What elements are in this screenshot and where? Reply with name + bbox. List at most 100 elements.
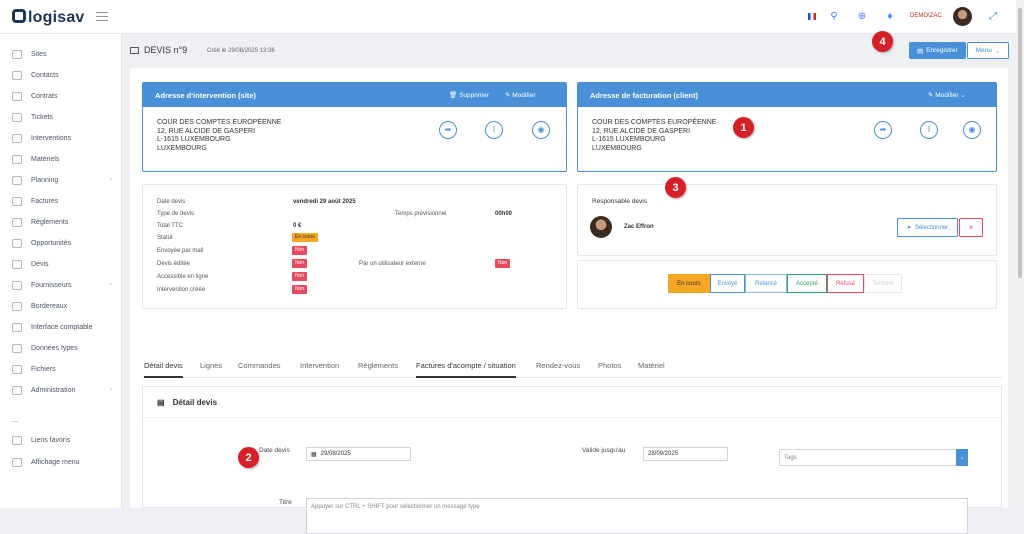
sidebar-item-interface-comptable[interactable]: Interface comptable	[12, 321, 112, 333]
tab-materiel[interactable]: Matériel	[638, 361, 665, 370]
share-icon[interactable]: ➦	[439, 121, 457, 139]
logo[interactable]: logisav	[12, 9, 85, 27]
save-icon: ▤	[917, 47, 924, 55]
bell-icon[interactable]: ♦	[887, 11, 893, 22]
status-accepte-button[interactable]: Accepté	[787, 274, 827, 293]
edit-address-button[interactable]: ✎ Modifier	[505, 92, 536, 99]
sidebar-item-bordereaux[interactable]: Bordereaux	[12, 300, 112, 312]
tab-factures-acompte[interactable]: Factures d'acompte / situation	[416, 361, 516, 378]
sidebar-item-fournisseurs[interactable]: Fournisseurs ›	[12, 279, 112, 291]
annotation-marker-3: 3	[665, 177, 686, 198]
location-pin-icon[interactable]: ◉	[963, 121, 981, 139]
tags-dropdown-icon[interactable]: ⌄	[956, 449, 968, 466]
annotation-marker-2: 2	[238, 447, 259, 468]
annotation-marker-1: 1	[733, 117, 754, 138]
total-label: Total TTC	[157, 223, 183, 229]
user-label[interactable]: DEMO\ZAC	[910, 13, 942, 19]
user-avatar[interactable]	[953, 7, 972, 26]
save-button[interactable]: ▤ Enregistrer	[909, 42, 966, 59]
menu-button[interactable]: Menu ⌄	[967, 42, 1009, 59]
admin-icon	[12, 385, 22, 395]
tab-lignes[interactable]: Lignes	[200, 361, 223, 370]
french-flag-icon[interactable]	[808, 13, 816, 20]
invoice-icon	[12, 196, 22, 206]
titre-textarea[interactable]: Appuyer sur CTRL + SHIFT pour sélectionn…	[306, 498, 968, 534]
tab-rendez-vous[interactable]: Rendez-vous	[536, 361, 581, 370]
sidebar-item-planning[interactable]: Planning ›	[12, 174, 112, 186]
sidebar-item-display-menu[interactable]: Affichage menu	[12, 456, 112, 468]
tab-commandes[interactable]: Commandes	[238, 361, 281, 370]
ticket-icon	[12, 112, 22, 122]
external-badge: Non	[495, 259, 511, 268]
status-label: Statut	[157, 235, 173, 241]
status-envoye-button[interactable]: Envoyé	[710, 274, 745, 293]
sidebar-item-devis[interactable]: Devis	[12, 258, 112, 270]
sidebar-more[interactable]: ...	[12, 416, 18, 424]
sidebar-item-sites[interactable]: Sites	[12, 48, 112, 60]
status-badge: En cours	[292, 233, 318, 242]
remove-responsible-button[interactable]: ×	[959, 218, 983, 237]
site-icon	[12, 49, 22, 59]
status-refuse-button[interactable]: Refusé	[827, 274, 864, 293]
content: Adresse d'intervention (site) 🗑 Supprime…	[130, 68, 1008, 534]
date-devis-input[interactable]: ▦ 29/08/2025	[306, 447, 411, 461]
chevron-down-icon: ⌄	[994, 47, 1001, 55]
mail-label: Envoyée par mail	[157, 248, 204, 254]
tab-photos[interactable]: Photos	[598, 361, 622, 370]
document-icon: ▤	[157, 397, 165, 407]
date-devis-label: Date devis	[259, 447, 290, 454]
sidebar-item-favorites[interactable]: Liens favoris	[12, 434, 112, 446]
tags-select[interactable]: Tags	[779, 449, 968, 466]
billing-address-header: Adresse de facturation (client) ✎ Modifi…	[578, 83, 996, 107]
sidebar-item-contacts[interactable]: Contacts	[12, 69, 112, 81]
hamburger-menu-icon[interactable]	[96, 12, 108, 24]
sidebar-item-interventions[interactable]: Interventions	[12, 132, 112, 144]
scrollbar[interactable]	[1016, 0, 1024, 508]
billing-edit-button[interactable]: ✎ Modifier ⌄	[928, 92, 966, 99]
sidebar-item-opportunites[interactable]: Opportunités	[12, 237, 112, 249]
intervention-badge: Non	[292, 285, 308, 294]
delete-address-button[interactable]: 🗑 Supprimer	[449, 92, 490, 99]
share-icon[interactable]: ➦	[874, 121, 892, 139]
top-bar: logisav ⚲ ⊕ ♦ DEMO\ZAC ⤢	[0, 0, 1016, 34]
logo-icon	[12, 9, 26, 23]
slip-icon	[12, 301, 22, 311]
sidebar-item-administration[interactable]: Administration ›	[12, 384, 112, 396]
tab-intervention[interactable]: Intervention	[300, 361, 340, 370]
folder-icon	[130, 47, 139, 54]
sidebar-item-materiels[interactable]: Matériels	[12, 153, 112, 165]
expand-icon[interactable]: ⤢	[989, 11, 997, 22]
status-buttons-card: En cours Envoyé Relancé Accepté Refusé T…	[577, 260, 997, 309]
detail-header: ▤ Détail devis	[143, 387, 1001, 418]
scrollbar-thumb[interactable]	[1018, 8, 1022, 278]
search-icon[interactable]: ⚲	[830, 11, 838, 22]
sidebar-item-tickets[interactable]: Tickets	[12, 111, 112, 123]
truck-icon	[12, 280, 22, 290]
intervention-label: Intervention créée	[157, 287, 206, 293]
status-termine-button[interactable]: Terminé	[864, 274, 902, 293]
tab-detail-devis[interactable]: Détail devis	[144, 361, 183, 378]
tab-reglements[interactable]: Règlements	[358, 361, 399, 370]
add-circle-icon[interactable]: ⊕	[857, 11, 867, 22]
status-relance-button[interactable]: Relancé	[745, 274, 787, 293]
status-en-cours-button[interactable]: En cours	[668, 274, 710, 293]
date-label: Date devis	[157, 199, 186, 205]
total-value: 0 €	[293, 223, 302, 229]
sidebar-item-donnees-types[interactable]: Données types	[12, 342, 112, 354]
created-date: Créé le 29/08/2025 13:36	[207, 48, 275, 54]
sidebar-item-fichiers[interactable]: Fichiers	[12, 363, 112, 375]
page-title: DEVIS n°9	[130, 45, 187, 55]
chevron-right-icon: ›	[110, 387, 112, 393]
sidebar-item-factures[interactable]: Factures	[12, 195, 112, 207]
info-icon[interactable]: i	[485, 121, 503, 139]
sidebar-item-reglements[interactable]: Règlements	[12, 216, 112, 228]
info-icon[interactable]: i	[920, 121, 938, 139]
payment-icon	[12, 217, 22, 227]
valid-until-input[interactable]: 28/09/2025	[643, 447, 728, 461]
select-responsible-button[interactable]: ➤ Sélectionner	[897, 218, 958, 237]
contract-icon	[12, 91, 22, 101]
edited-label: Devis éditée	[157, 261, 191, 267]
sidebar-item-contrats[interactable]: Contrats	[12, 90, 112, 102]
location-pin-icon[interactable]: ◉	[532, 121, 550, 139]
billing-address-body: COUR DES COMPTES EUROPÉENNE 12, RUE ALCI…	[578, 107, 996, 165]
